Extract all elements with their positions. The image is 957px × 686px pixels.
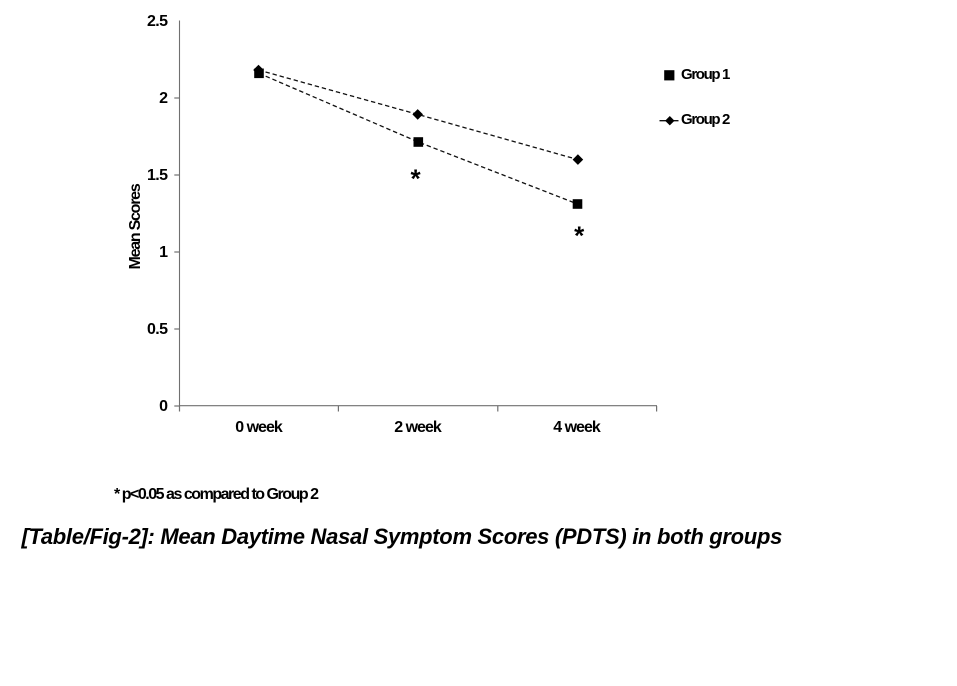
svg-text:*: * bbox=[574, 221, 585, 251]
svg-text:*: * bbox=[410, 163, 421, 193]
